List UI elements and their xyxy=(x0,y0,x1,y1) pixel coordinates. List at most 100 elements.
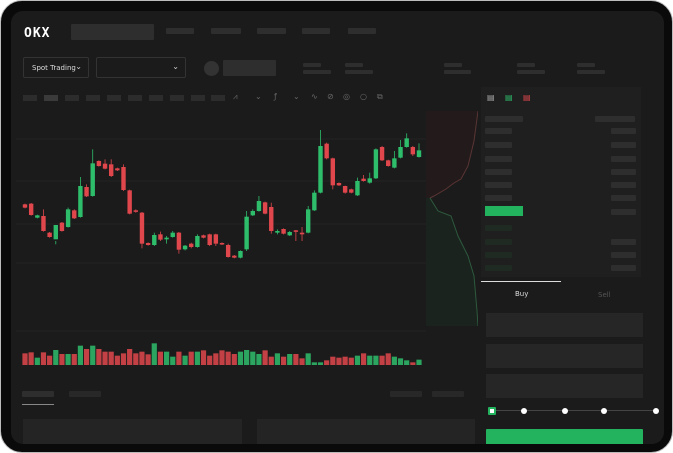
candle-body xyxy=(361,178,366,181)
candle-body xyxy=(238,251,243,258)
volume-bar xyxy=(287,354,293,365)
buy-tab-indicator xyxy=(481,281,561,282)
orderbook-price[interactable] xyxy=(485,156,512,162)
chevron-down-icon: ⌄ xyxy=(75,62,82,71)
candle-body xyxy=(232,255,237,258)
price-input[interactable] xyxy=(486,313,643,337)
interval-button[interactable] xyxy=(65,95,79,101)
search-bar[interactable] xyxy=(71,24,154,40)
orderbook-price[interactable] xyxy=(485,182,512,188)
candle-body xyxy=(47,232,52,237)
volume-bar xyxy=(250,351,256,365)
tab-sell[interactable]: Sell xyxy=(598,291,611,299)
candlestick-chart[interactable] xyxy=(11,11,431,381)
nav-item[interactable] xyxy=(348,28,376,34)
slider-stop[interactable] xyxy=(562,408,568,414)
nav-item[interactable] xyxy=(166,28,194,34)
pen-icon[interactable]: ⊘ xyxy=(327,92,334,101)
slider-stop[interactable] xyxy=(601,408,607,414)
orderbook-amount xyxy=(595,116,635,122)
market-type-dropdown[interactable]: Spot Trading ⌄ xyxy=(23,57,89,78)
volume-bar xyxy=(404,360,410,365)
candle-body xyxy=(349,189,354,193)
indicator-icon[interactable]: ⌄ xyxy=(255,92,262,101)
orderbook-price[interactable] xyxy=(485,116,523,122)
buy-button[interactable] xyxy=(486,429,643,444)
stat-value xyxy=(444,70,471,74)
volume-bar xyxy=(96,349,102,365)
interval-button[interactable] xyxy=(211,95,225,101)
candle-body xyxy=(176,232,182,250)
candle-body xyxy=(213,234,219,244)
nav-item[interactable] xyxy=(211,28,241,34)
orderbook-price[interactable] xyxy=(485,252,512,258)
volume-bar xyxy=(59,354,65,365)
volume-bar xyxy=(40,352,47,365)
candle-body xyxy=(373,149,379,179)
orderbook-price[interactable] xyxy=(485,128,512,134)
orderbook-price[interactable] xyxy=(485,142,512,148)
slider-handle[interactable] xyxy=(488,407,496,415)
interval-button[interactable] xyxy=(170,95,184,101)
market-type-label: Spot Trading xyxy=(32,63,76,72)
filter-button[interactable] xyxy=(432,391,464,397)
candle-body xyxy=(72,210,77,219)
expand-icon[interactable]: ⧉ xyxy=(377,92,383,101)
candle-body xyxy=(410,147,416,155)
interval-button[interactable] xyxy=(149,95,163,101)
orderbook-bids-icon[interactable]: ▤ xyxy=(505,93,513,102)
stat-label xyxy=(444,63,462,67)
last-price-highlight xyxy=(485,206,523,216)
interval-button[interactable] xyxy=(191,95,205,101)
candle-body xyxy=(379,147,385,161)
nav-item[interactable] xyxy=(257,28,286,34)
volume-bar xyxy=(299,358,305,365)
candle-body xyxy=(133,210,139,212)
volume-bar xyxy=(133,353,139,365)
volume-bar xyxy=(127,349,133,365)
interval-button[interactable] xyxy=(107,95,121,101)
target-icon[interactable]: ◎ xyxy=(343,92,350,101)
orderbook-both-icon[interactable]: ▤ xyxy=(487,93,495,102)
chevron-icon[interactable]: ⌄ xyxy=(293,92,300,101)
total-input[interactable] xyxy=(486,374,643,398)
interval-button[interactable] xyxy=(23,95,37,101)
candle-body xyxy=(398,147,403,158)
volume-bar xyxy=(348,357,354,365)
candle-body xyxy=(115,168,120,171)
orderbook-price[interactable] xyxy=(485,225,512,231)
orderbook-asks-icon[interactable]: ▤ xyxy=(523,93,531,102)
orderbook-price[interactable] xyxy=(485,169,512,175)
orderbook-price[interactable] xyxy=(485,239,512,245)
amount-input[interactable] xyxy=(486,344,643,368)
orderbook-amount xyxy=(611,265,636,271)
leverage-slider-track[interactable] xyxy=(491,410,656,411)
fx-icon[interactable]: ƒ xyxy=(274,92,277,101)
volume-bar xyxy=(280,356,287,365)
orderbook-price[interactable] xyxy=(485,195,512,201)
volume-bar xyxy=(108,351,114,365)
candle-body xyxy=(28,203,34,215)
okx-logo: OKX xyxy=(24,26,51,41)
tab-open-orders[interactable] xyxy=(22,391,54,397)
filter-button[interactable] xyxy=(390,391,422,397)
circle-icon[interactable]: ○ xyxy=(360,92,367,101)
candle-body xyxy=(84,187,89,197)
interval-button[interactable] xyxy=(128,95,142,101)
orderbook-price[interactable] xyxy=(485,265,512,271)
pair-dropdown[interactable]: ⌄ xyxy=(96,57,186,78)
wave-icon[interactable]: ∿ xyxy=(311,92,318,101)
tab-history[interactable] xyxy=(69,391,101,397)
slider-stop[interactable] xyxy=(521,408,527,414)
active-tab-indicator xyxy=(22,404,54,405)
slider-stop[interactable] xyxy=(653,408,659,414)
candle-body xyxy=(201,235,206,238)
candle-body xyxy=(305,209,311,233)
interval-button[interactable] xyxy=(86,95,100,101)
line-tool-icon[interactable]: ⩘ xyxy=(233,92,238,101)
nav-item[interactable] xyxy=(302,28,330,34)
interval-button[interactable] xyxy=(44,95,58,101)
volume-bar xyxy=(200,350,207,365)
volume-bar xyxy=(391,356,397,365)
tab-buy[interactable]: Buy xyxy=(515,290,529,298)
